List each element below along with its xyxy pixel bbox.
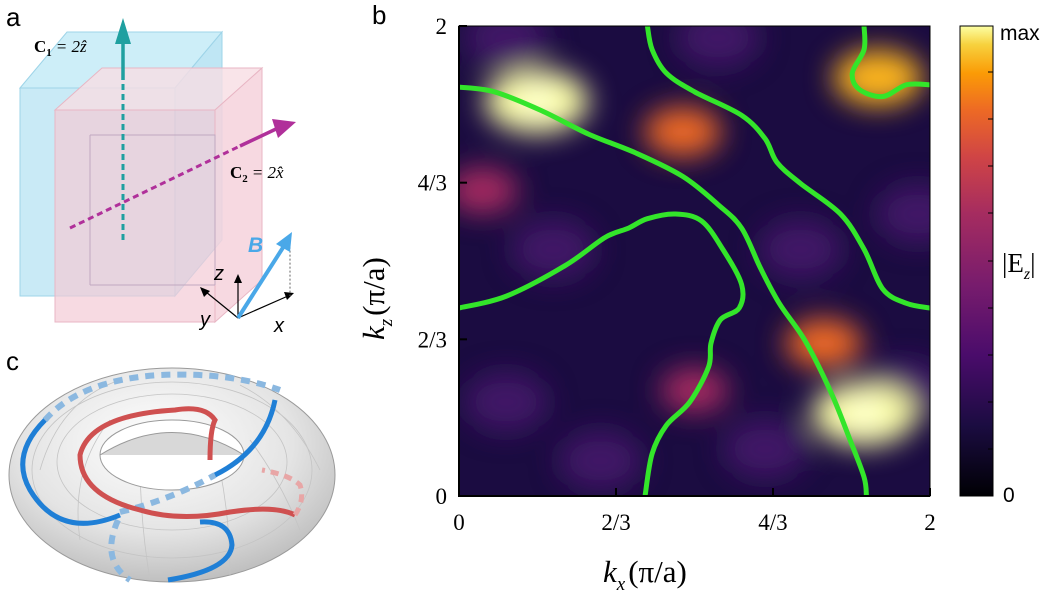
blue-curve-front-right xyxy=(213,399,278,478)
red-curve-front xyxy=(77,406,297,519)
colorbar-title: |Ez| xyxy=(1002,248,1036,283)
heatmap-hotspot-4 xyxy=(785,318,863,369)
panel-letter-c: c xyxy=(6,346,19,376)
b-field-shaft xyxy=(236,244,286,320)
panel-letter-b: b xyxy=(372,0,386,30)
inner-box-edge xyxy=(90,134,216,285)
panel-a-schematic: C1 = 2ẑ C2 = 2x̂ B z y x xyxy=(18,18,296,337)
heatmap-texture-2 xyxy=(723,419,808,479)
c2-arrow-dashed xyxy=(69,144,241,230)
c2-label: C2 = 2x̂ xyxy=(230,163,284,185)
x-tick-label-2: 4/3 xyxy=(758,510,787,535)
heatmap-hotspot-core-1 xyxy=(846,399,883,428)
x-tick-label-3: 2 xyxy=(924,510,936,535)
b-field-label: B xyxy=(248,234,263,257)
axis-y-label: y xyxy=(198,309,211,331)
axis-y-line xyxy=(205,291,239,319)
heatmap-texture-0 xyxy=(464,372,549,432)
x-tick-label-1: 2/3 xyxy=(601,510,630,535)
colorbar-ticks xyxy=(988,71,993,450)
x-tick-label-0: 0 xyxy=(453,510,465,535)
y-tick-label-1: 2/3 xyxy=(418,327,447,352)
heatmap-texture-1 xyxy=(558,430,643,491)
blue-curve-back xyxy=(42,371,282,422)
axis-ticks: 0 2/3 4/3 2 0 2/3 4/3 2 xyxy=(418,14,936,535)
y-axis-label: kz(π/a) xyxy=(356,257,397,340)
axis-x-head xyxy=(284,292,294,300)
heatmap-hotspot-3 xyxy=(644,106,722,157)
heatmap-texture-8 xyxy=(876,184,930,244)
c2-arrow-shaft xyxy=(239,127,277,148)
heatmap-hotspot-core-0 xyxy=(518,87,555,116)
blue-curve-front-bottom xyxy=(167,519,235,583)
heatmap-hotspots xyxy=(459,26,930,491)
contour-line-0 xyxy=(459,84,869,496)
panel-c-torus xyxy=(8,367,336,583)
heatmap-hotspot-5 xyxy=(660,367,729,413)
b-field-head xyxy=(276,232,292,252)
colorbar-max-label: max xyxy=(1000,22,1040,45)
y-tick-label-0: 0 xyxy=(436,484,448,509)
axis-x-line xyxy=(237,295,289,319)
heatmap-plot: 0 2/3 4/3 2 0 2/3 4/3 2 kx(π/a) kz(π/a) xyxy=(356,14,936,592)
x-axis-label: kx(π/a) xyxy=(603,554,687,592)
heatmap-hotspot-6 xyxy=(459,167,519,214)
green-contours xyxy=(459,26,930,496)
contour-line-3 xyxy=(849,26,930,100)
c1-arrow-head xyxy=(115,18,131,44)
blue-curve-back-bottom xyxy=(108,518,132,583)
axis-y-head xyxy=(200,287,210,297)
red-curve-back xyxy=(261,467,305,517)
heatmap-texture-5 xyxy=(758,219,843,280)
axis-z-label: z xyxy=(213,263,224,285)
heatmap-texture-4 xyxy=(511,219,596,280)
axis-x-label: x xyxy=(273,315,285,337)
pink-slab-front xyxy=(54,109,216,323)
contour-line-2 xyxy=(644,26,930,311)
contour-line-1 xyxy=(459,211,746,496)
blue-curve-front-left xyxy=(20,418,121,526)
blue-curve-back-inner xyxy=(119,472,217,515)
heatmap-texture-7 xyxy=(676,26,761,68)
c2-arrow-head xyxy=(272,119,296,138)
y-tick-label-2: 4/3 xyxy=(418,171,447,196)
axis-z-head xyxy=(234,274,242,283)
c1-label: C1 = 2ẑ xyxy=(34,37,87,59)
colorbar: max 0 |Ez| xyxy=(959,22,1040,507)
panel-letter-a: a xyxy=(6,2,21,32)
colorbar-min-label: 0 xyxy=(1003,484,1015,507)
colorbar-gradient xyxy=(959,25,994,497)
y-tick-label-3: 2 xyxy=(436,14,448,39)
heatmap-texture-6 xyxy=(464,26,549,68)
